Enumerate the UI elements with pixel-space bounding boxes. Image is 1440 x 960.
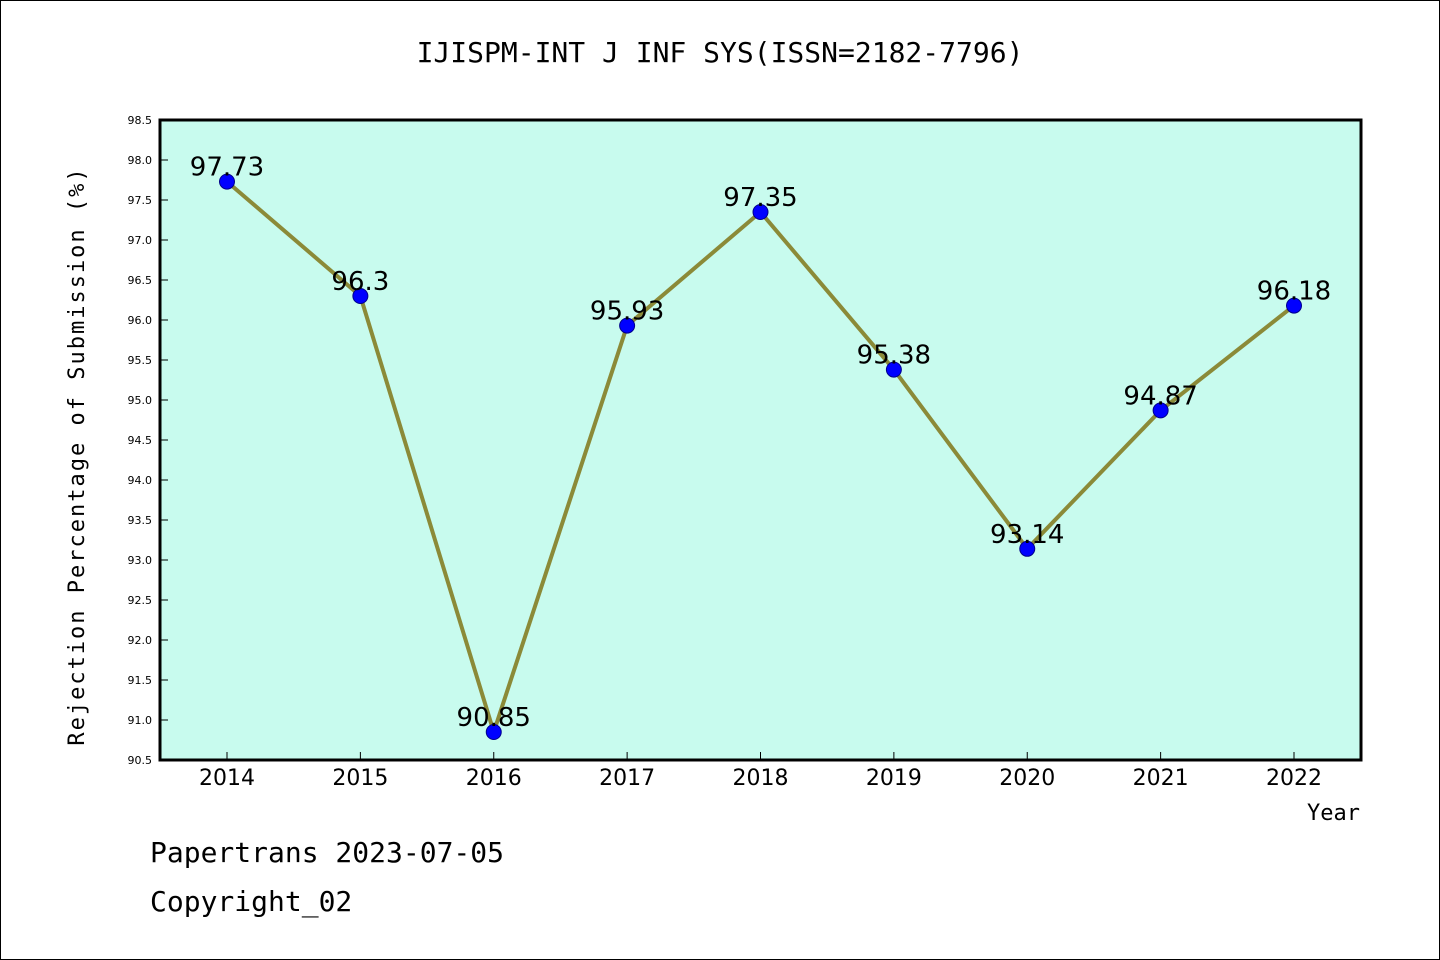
y-tick-label: 93.5	[128, 514, 153, 527]
x-axis-label: Year	[1307, 801, 1360, 826]
x-tick-label: 2017	[599, 766, 655, 791]
data-point	[885, 361, 902, 378]
y-tick-label: 96.5	[128, 274, 153, 287]
y-tick-label: 94.5	[128, 434, 153, 447]
chart-title: IJISPM-INT J INF SYS(ISSN=2182-7796)	[416, 36, 1024, 69]
plot-area	[160, 120, 1361, 760]
y-tick-label: 91.5	[128, 674, 153, 687]
y-tick-label: 97.5	[128, 194, 153, 207]
data-point	[485, 724, 502, 740]
y-axis-ticks: 90.5 91.0 91.5 92.0 92.5 93.0 93.5 94.0 94.5 95.0…	[128, 114, 168, 767]
x-tick-label: 2021	[1133, 766, 1189, 791]
y-tick-label: 95.0	[128, 394, 153, 407]
data-label: 97.73	[190, 153, 264, 183]
data-point	[752, 204, 769, 220]
data-label: 95.38	[857, 341, 931, 371]
y-tick-label: 90.5	[128, 754, 153, 767]
data-label: 94.87	[1123, 381, 1197, 411]
y-tick-label: 96.0	[128, 314, 153, 327]
plot-border	[158, 118, 1363, 762]
data-point	[219, 173, 235, 190]
data-labels: 97.73 96.3 90.85 95.93 97.35 95.38 93.14 94.87 9…	[190, 153, 1331, 733]
series-markers	[219, 173, 1302, 740]
x-tick-label: 2022	[1266, 766, 1322, 791]
data-label: 93.14	[990, 520, 1064, 550]
x-tick-label: 2015	[332, 766, 388, 791]
x-tick-label: 2014	[199, 766, 255, 791]
x-tick-label: 2019	[866, 766, 922, 791]
x-axis-ticks: 2014 2015 2016 2017 2018 2019 2020 2021 2022	[199, 752, 1322, 791]
data-label: 96.18	[1257, 277, 1331, 307]
x-tick-label: 2020	[999, 766, 1055, 791]
data-point	[1152, 402, 1169, 419]
data-label: 90.85	[457, 703, 531, 733]
data-label: 96.3	[331, 267, 389, 297]
data-label: 97.35	[723, 183, 797, 213]
footer-date: Papertrans 2023-07-05	[150, 836, 505, 869]
data-point	[1286, 297, 1302, 314]
data-point	[352, 288, 369, 304]
data-label: 95.93	[590, 297, 664, 327]
y-tick-label: 91.0	[128, 714, 153, 727]
y-tick-label: 98.0	[128, 154, 153, 167]
y-tick-label: 92.0	[128, 634, 153, 647]
y-axis-label: Rejection Percentage of Submission (%)	[65, 166, 90, 745]
data-point	[619, 317, 636, 334]
x-tick-label: 2018	[733, 766, 789, 791]
y-tick-label: 93.0	[128, 554, 153, 567]
y-tick-label: 98.5	[128, 114, 153, 127]
y-tick-label: 94.0	[128, 474, 153, 487]
x-tick-label: 2016	[466, 766, 522, 791]
y-tick-label: 92.5	[128, 594, 153, 607]
data-point	[1019, 540, 1036, 557]
footer-copyright: Copyright_02	[150, 885, 353, 918]
y-tick-label: 97.0	[128, 234, 153, 247]
y-tick-label: 95.5	[128, 354, 153, 367]
